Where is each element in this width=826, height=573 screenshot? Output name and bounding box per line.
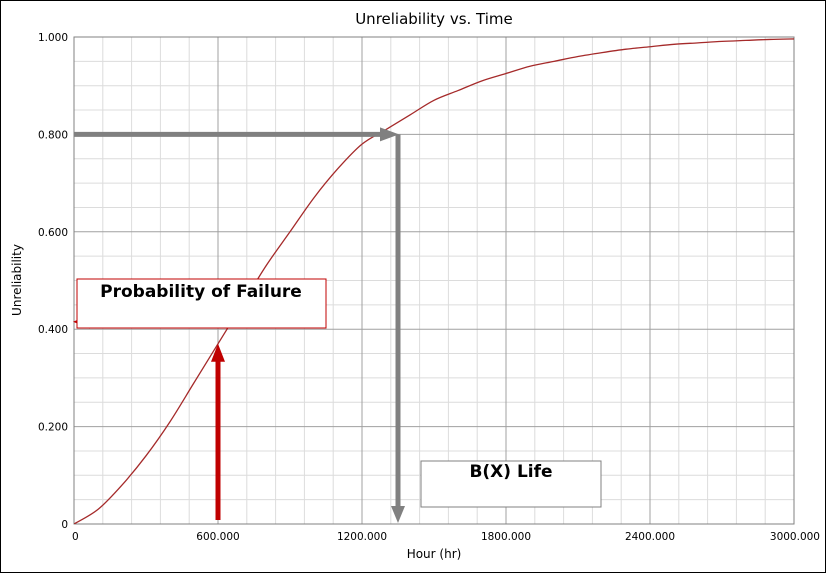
x-tick-label: 3000.000 [770,531,820,543]
y-tick-label: 0.200 [38,422,68,434]
bx-horizontal-arrowhead [380,127,399,142]
y-tick-label: 0.600 [38,227,68,239]
pof-callout-label: Probability of Failure [100,282,302,302]
plot-area-border [73,36,795,525]
y-axis-label: Unreliability [10,244,24,316]
pof-vertical-arrowhead [211,343,225,362]
x-axis-label: Hour (hr) [407,547,462,561]
x-tick-label: 0 [72,531,79,543]
x-tick-label: 1200.000 [337,531,387,543]
x-tick-label: 2400.000 [625,531,675,543]
y-tick-label: 1.000 [38,32,68,44]
y-tick-label: 0.400 [38,324,68,336]
y-tick-label: 0.800 [38,129,68,141]
x-tick-label: 600.000 [196,531,239,543]
bx-callout-label: B(X) Life [469,462,552,482]
bx-callout-box [420,460,602,508]
chart-title: Unreliability vs. Time [355,10,513,28]
x-tick-label: 1800.000 [481,531,531,543]
pof-callout-box [76,278,327,329]
unreliability-curve [74,38,794,524]
bx-vertical-arrowhead [391,506,405,523]
y-tick-label: 0 [61,519,68,531]
